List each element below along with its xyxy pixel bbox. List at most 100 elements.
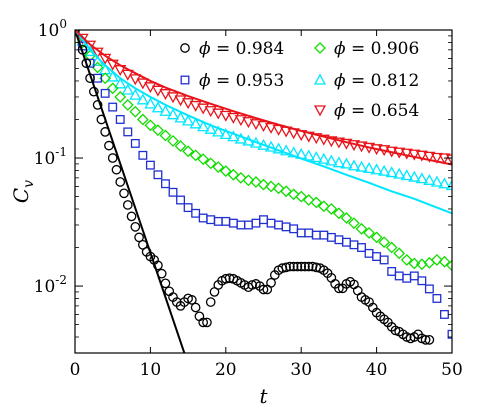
data-point	[281, 262, 291, 273]
data-point	[393, 247, 406, 260]
legend-label: ϕ = 0.984	[199, 39, 284, 59]
data-point	[99, 53, 112, 65]
data-point	[319, 230, 329, 240]
data-point	[242, 117, 255, 129]
data-point	[325, 136, 338, 148]
y-axis-label-main: C	[9, 188, 33, 203]
data-point	[234, 115, 247, 127]
data-point	[114, 91, 127, 103]
data-point	[296, 261, 307, 272]
data-point	[129, 105, 142, 118]
data-point	[205, 297, 216, 307]
data-point	[83, 45, 97, 57]
data-point	[300, 261, 310, 272]
data-point	[213, 216, 223, 226]
data-point	[111, 164, 122, 175]
data-point	[168, 187, 178, 197]
fit-line	[75, 30, 452, 215]
data-point	[106, 70, 119, 82]
legend-marker	[314, 42, 326, 54]
data-point	[317, 134, 330, 146]
data-point	[415, 172, 428, 184]
data-point	[190, 302, 201, 313]
x-tick-label: 50	[441, 360, 463, 380]
data-point	[121, 98, 134, 111]
data-point	[289, 224, 299, 234]
data-point	[430, 152, 444, 164]
data-point	[119, 188, 129, 199]
data-point	[130, 138, 140, 148]
data-point	[332, 156, 346, 168]
data-point	[362, 162, 376, 174]
data-point	[364, 248, 374, 258]
data-point	[424, 335, 435, 345]
data-point	[341, 237, 351, 247]
data-point	[204, 122, 217, 134]
data-point	[136, 113, 149, 126]
data-point	[310, 151, 323, 163]
data-point	[121, 83, 134, 95]
data-point	[303, 261, 314, 272]
legend-entry: ϕ = 0.984	[180, 39, 284, 59]
data-point	[265, 180, 277, 193]
data-point	[126, 211, 137, 222]
data-point	[302, 149, 315, 161]
data-point	[144, 119, 157, 132]
plot-frame	[74, 29, 453, 354]
data-point	[310, 196, 323, 209]
data-point	[134, 232, 144, 243]
data-point	[317, 152, 330, 164]
data-point	[408, 170, 421, 182]
data-point	[325, 154, 338, 166]
x-axis-label: t	[259, 384, 268, 408]
data-point	[108, 102, 118, 112]
data-point	[189, 100, 202, 112]
data-point	[182, 145, 195, 158]
fit-line	[75, 30, 452, 166]
data-point	[197, 153, 210, 166]
data-point	[227, 112, 240, 124]
data-point	[176, 195, 186, 205]
data-point	[129, 88, 142, 100]
data-point	[81, 58, 92, 69]
data-point	[302, 194, 315, 206]
data-point	[304, 228, 314, 238]
data-point	[432, 294, 442, 303]
data-point	[431, 254, 443, 266]
data-point	[257, 121, 270, 132]
data-point	[402, 273, 412, 283]
data-point	[317, 200, 330, 213]
data-point	[161, 179, 170, 189]
data-point	[394, 271, 404, 281]
data-point	[100, 88, 110, 98]
data-point	[340, 157, 353, 169]
data-point	[202, 317, 212, 328]
y-tick-label: 100	[38, 17, 67, 41]
data-point	[236, 220, 246, 230]
data-point	[227, 130, 240, 142]
data-point	[212, 125, 225, 137]
x-tick-label: 40	[366, 360, 388, 380]
data-point	[212, 108, 225, 120]
data-point	[106, 82, 119, 95]
data-point	[153, 170, 163, 180]
data-point	[219, 165, 232, 178]
data-point	[174, 95, 187, 107]
y-tick-label: 10-1	[34, 145, 67, 169]
data-point	[438, 177, 451, 189]
data-point	[257, 178, 270, 191]
data-point	[251, 218, 261, 228]
data-point	[430, 175, 444, 187]
tick-layer: 0 10 20 30 40 50 10-2 10-1 100	[34, 17, 463, 380]
data-point	[408, 257, 421, 270]
legend-label: ϕ = 0.812	[334, 71, 419, 91]
data-point	[259, 215, 268, 225]
data-point	[447, 329, 452, 339]
data-point	[243, 220, 253, 230]
data-point	[219, 110, 232, 122]
data-point	[349, 240, 359, 250]
data-point	[287, 188, 300, 201]
fit-line	[75, 30, 186, 353]
